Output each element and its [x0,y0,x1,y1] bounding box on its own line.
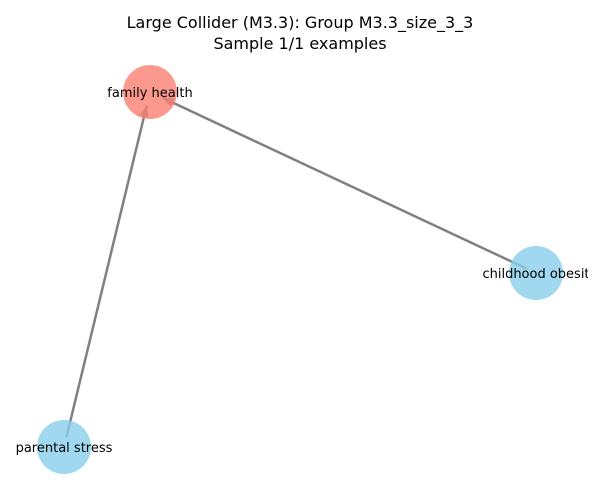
edges-layer [65,96,528,438]
diagram-title-line-1: Large Collider (M3.3): Group M3.3_size_3… [127,13,474,33]
node-circle-childhood_obesity [509,246,563,300]
node-childhood_obesity: childhood obesit [482,246,589,300]
node-label-parental_stress: parental stress [16,441,113,456]
node-parental_stress: parental stress [16,420,113,474]
node-label-childhood_obesity: childhood obesit [482,267,589,282]
node-circle-family_health [123,65,177,119]
node-label-family_health: family health [107,86,192,101]
edge-childhood_obesity-to-family_health [162,96,528,270]
node-family_health: family health [107,65,193,119]
diagram-title-line-2: Sample 1/1 examples [213,34,386,53]
edge-parental_stress-to-family_health [65,105,148,438]
nodes-layer: family health childhood obesit parental st… [16,65,589,474]
node-circle-parental_stress [37,420,91,474]
